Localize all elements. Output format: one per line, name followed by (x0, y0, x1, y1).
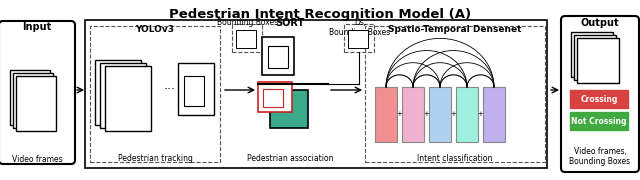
Bar (575, 46, 589, 62)
Bar (178, 63, 214, 115)
Text: SORT: SORT (275, 18, 305, 28)
Text: Video frames: Video frames (12, 155, 62, 164)
Bar (456, 87, 478, 142)
Text: Crossing: Crossing (580, 94, 618, 103)
Bar (570, 90, 628, 108)
Bar (236, 30, 256, 48)
Bar (402, 87, 424, 142)
Text: Ds,
Bounding Boxes: Ds, Bounding Boxes (330, 18, 390, 37)
Bar (592, 54, 606, 68)
Bar (268, 46, 288, 68)
Text: Pedestrian tracking: Pedestrian tracking (118, 154, 193, 163)
Text: ···: ··· (164, 84, 176, 96)
Text: +: + (424, 111, 429, 118)
Bar (232, 24, 262, 52)
Bar (365, 26, 545, 162)
Text: Video frames,
Bounding Boxes: Video frames, Bounding Boxes (570, 147, 630, 166)
Bar (375, 87, 397, 142)
Bar (571, 32, 613, 77)
Text: Pedestrian association: Pedestrian association (247, 154, 333, 163)
Text: +: + (397, 111, 403, 118)
Bar (100, 63, 146, 128)
Bar (85, 20, 547, 168)
FancyBboxPatch shape (561, 16, 639, 172)
Bar (483, 87, 505, 142)
Text: Output: Output (580, 18, 620, 28)
Bar (270, 90, 308, 128)
Text: Pedestrian Intent Recognition Model (A): Pedestrian Intent Recognition Model (A) (169, 8, 471, 21)
Text: Spatio-Temporal Densenet: Spatio-Temporal Densenet (388, 25, 522, 34)
Bar (348, 30, 368, 48)
Bar (429, 87, 451, 142)
Bar (577, 38, 619, 83)
Text: YOLOv3: YOLOv3 (136, 25, 175, 34)
Text: +: + (477, 111, 483, 118)
Bar (105, 66, 151, 131)
Text: Not Crossing: Not Crossing (572, 116, 627, 125)
Bar (262, 37, 294, 75)
Bar (344, 24, 374, 52)
Bar (90, 26, 220, 162)
Text: Input: Input (22, 22, 52, 32)
Text: Bounding Boxes: Bounding Boxes (218, 18, 278, 27)
Bar (13, 73, 53, 128)
Bar (184, 76, 204, 106)
Text: +: + (451, 111, 456, 118)
Bar (574, 35, 616, 80)
FancyBboxPatch shape (0, 21, 75, 164)
Bar (263, 89, 283, 107)
Bar (570, 112, 628, 130)
Bar (10, 70, 50, 125)
Bar (95, 60, 141, 125)
Bar (258, 82, 292, 112)
Bar (16, 76, 56, 131)
Text: Intent classification: Intent classification (417, 154, 493, 163)
